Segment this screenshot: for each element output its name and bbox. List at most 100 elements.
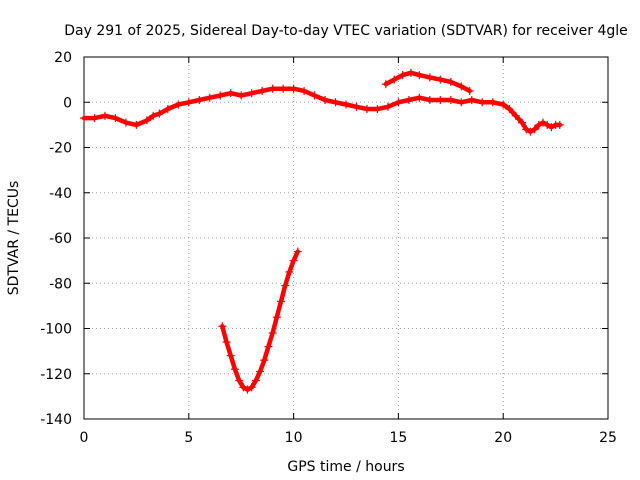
- y-tick-label: -80: [49, 276, 72, 292]
- data-point: [100, 111, 109, 120]
- data-point: [446, 77, 455, 86]
- data-point: [279, 84, 288, 93]
- y-tick-label: 20: [54, 50, 72, 66]
- data-point: [373, 105, 382, 114]
- data-point: [251, 376, 260, 385]
- data-point: [547, 123, 556, 132]
- data-point: [277, 297, 286, 306]
- data-point: [142, 116, 151, 125]
- data-point: [258, 86, 267, 95]
- data-point: [174, 100, 183, 109]
- data-point: [272, 313, 281, 322]
- data-point: [293, 247, 302, 256]
- data-point: [394, 98, 403, 107]
- data-point: [539, 118, 548, 127]
- data-point: [149, 111, 158, 120]
- data-point: [163, 105, 172, 114]
- data-point: [436, 75, 445, 84]
- data-point: [446, 95, 455, 104]
- data-point: [216, 91, 225, 100]
- data-point: [390, 75, 399, 84]
- y-tick-label: -120: [40, 367, 72, 383]
- data-point: [321, 95, 330, 104]
- data-point: [310, 91, 319, 100]
- data-point: [226, 89, 235, 98]
- data-point: [406, 68, 415, 77]
- data-point: [436, 95, 445, 104]
- data-point: [90, 114, 99, 123]
- data-point: [80, 114, 88, 123]
- data-point: [522, 125, 531, 134]
- data-point: [132, 120, 141, 129]
- data-point: [331, 98, 340, 107]
- data-point: [155, 109, 164, 118]
- data-point: [195, 95, 204, 104]
- data-point: [226, 351, 235, 360]
- data-point: [530, 125, 539, 134]
- x-tick-label: 20: [494, 430, 512, 446]
- data-point: [222, 338, 231, 347]
- data-point: [467, 95, 476, 104]
- data-point: [243, 385, 252, 394]
- data-point: [398, 71, 407, 80]
- x-tick-label: 0: [80, 430, 89, 446]
- data-point: [534, 120, 543, 129]
- data-point: [555, 120, 564, 129]
- data-point: [457, 82, 466, 91]
- data-point: [218, 322, 227, 331]
- data-point: [205, 93, 214, 102]
- y-tick-label: -140: [40, 412, 72, 428]
- data-point: [415, 71, 424, 80]
- y-tick-label: -100: [40, 322, 72, 338]
- y-tick-label: -20: [49, 141, 72, 157]
- y-tick-labels: 20 0 -20 -40 -60 -80 -100 -120 -140: [40, 50, 72, 428]
- data-point: [289, 84, 298, 93]
- series-upper-arc-line: [383, 70, 472, 94]
- x-tick-label: 10: [285, 430, 303, 446]
- grid-lines: [84, 57, 608, 419]
- y-tick-label: -40: [49, 186, 72, 202]
- data-point: [300, 86, 309, 95]
- data-point: [415, 93, 424, 102]
- data-point: [121, 118, 130, 127]
- data-point: [425, 95, 434, 104]
- data-point: [526, 127, 535, 136]
- data-point: [239, 383, 248, 392]
- data-point: [256, 367, 265, 376]
- data-point: [457, 98, 466, 107]
- data-point: [184, 98, 193, 107]
- data-point: [404, 95, 413, 104]
- x-tick-labels: 0 5 10 15 20 25: [80, 430, 617, 446]
- data-point: [230, 365, 239, 374]
- data-point: [247, 383, 256, 392]
- data-point: [247, 89, 256, 98]
- data-point: [352, 102, 361, 111]
- data-series: [80, 68, 564, 394]
- data-point: [342, 100, 350, 109]
- data-point: [289, 256, 298, 265]
- data-point: [465, 86, 474, 95]
- data-point: [264, 342, 273, 351]
- data-point: [268, 329, 277, 338]
- x-tick-label: 15: [389, 430, 407, 446]
- data-point: [505, 105, 514, 114]
- axis-ticks: [83, 56, 609, 420]
- data-point: [260, 356, 269, 365]
- data-point: [268, 84, 277, 93]
- y-axis-label: SDTVAR / TECUs: [6, 181, 22, 296]
- data-point: [518, 118, 527, 127]
- data-point: [499, 100, 508, 109]
- y-tick-label: 0: [63, 95, 72, 111]
- data-point: [381, 80, 390, 89]
- series-main-line: [81, 86, 525, 128]
- data-point: [543, 120, 552, 129]
- x-tick-label: 5: [184, 430, 193, 446]
- data-point: [285, 267, 294, 276]
- data-point: [235, 376, 244, 385]
- data-point: [281, 281, 290, 290]
- data-point: [111, 114, 120, 123]
- data-point: [488, 98, 497, 107]
- x-axis-label: GPS time / hours: [287, 459, 404, 475]
- x-tick-label: 25: [599, 430, 617, 446]
